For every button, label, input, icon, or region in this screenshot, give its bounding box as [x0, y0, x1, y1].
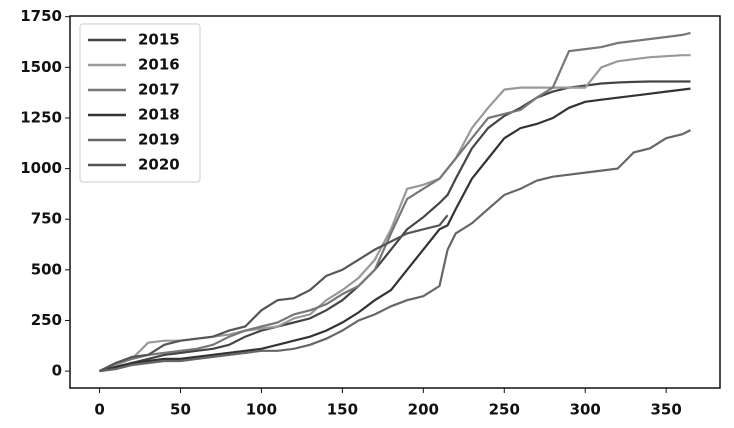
y-tick-label: 1000 [20, 159, 62, 177]
y-tick-label: 0 [52, 362, 62, 380]
y-tick-label: 250 [31, 311, 62, 329]
x-tick-label: 250 [489, 401, 520, 419]
legend-label: 2018 [138, 106, 180, 124]
legend-box [79, 23, 201, 183]
series-line [99, 214, 449, 373]
series-line [99, 129, 691, 373]
legend-label: 2015 [138, 31, 180, 49]
y-tick-label: 1250 [20, 108, 62, 126]
x-tick-label: 200 [408, 401, 439, 419]
y-tick-label: 1750 [20, 7, 62, 25]
x-tick-label: 50 [170, 401, 191, 419]
x-tick-label: 350 [651, 401, 682, 419]
legend-label: 2019 [138, 131, 180, 149]
x-tick-label: 150 [327, 401, 358, 419]
legend-label: 2016 [138, 56, 180, 74]
plot-frame [69, 15, 721, 389]
x-tick-label: 100 [246, 401, 277, 419]
legend-label: 2017 [138, 81, 180, 99]
legend-label: 2020 [138, 156, 180, 174]
x-tick-label: 0 [94, 401, 104, 419]
y-tick-label: 500 [31, 260, 62, 278]
series-line [99, 31, 691, 373]
series-line [99, 87, 691, 373]
y-tick-label: 750 [31, 210, 62, 228]
series-line [99, 80, 691, 373]
x-tick-label: 300 [570, 401, 601, 419]
y-tick-label: 1500 [20, 58, 62, 76]
